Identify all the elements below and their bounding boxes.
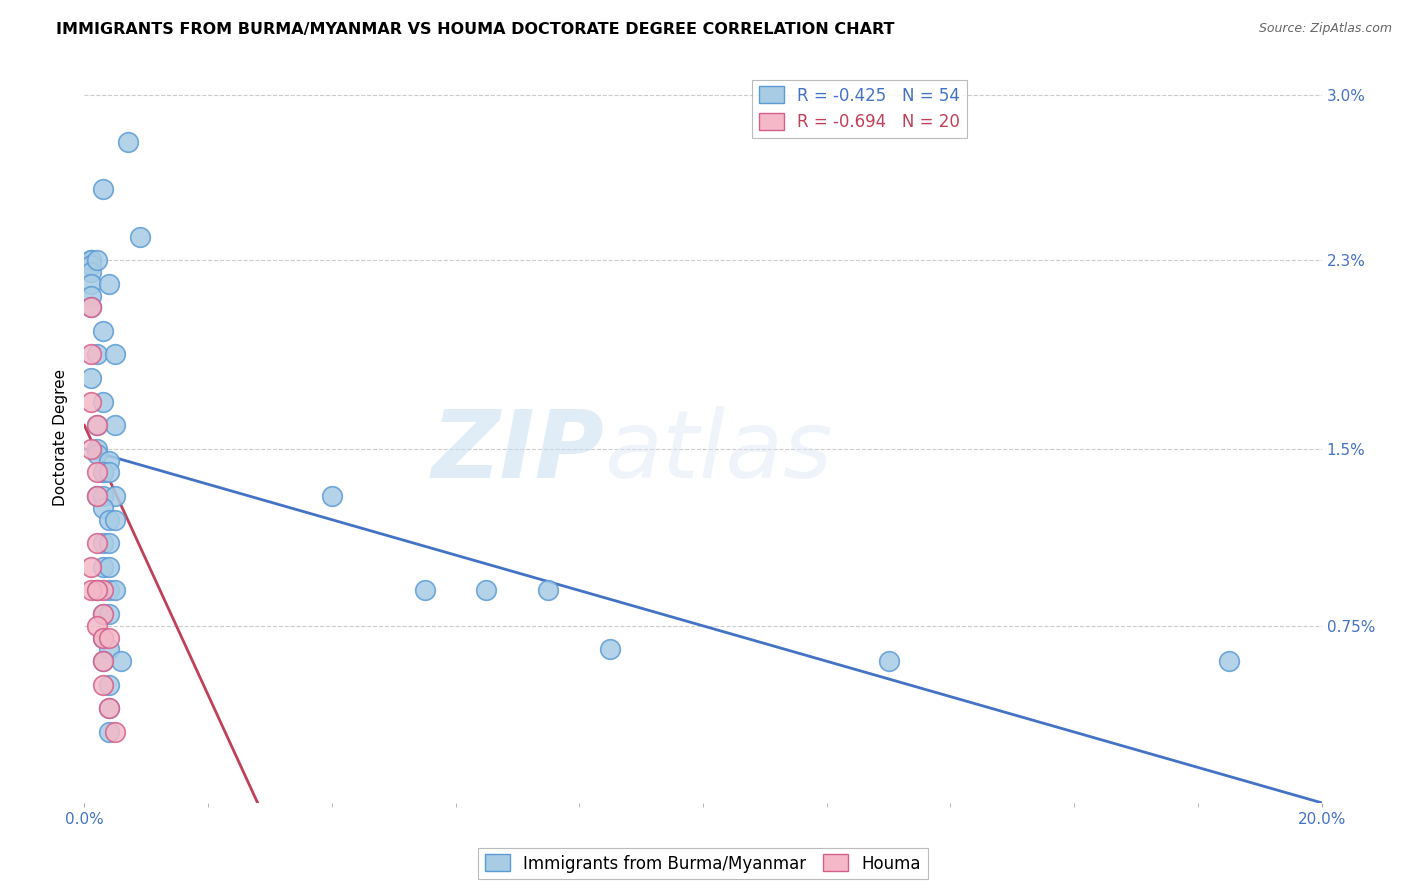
Point (98, 466, 121, 480)
Point (877, 654, 900, 668)
Point (104, 513, 127, 527)
Point (79, 559, 101, 574)
Point (413, 583, 436, 598)
Point (86, 583, 108, 598)
Point (86, 466, 108, 480)
Point (79, 301, 101, 315)
Text: Source: ZipAtlas.com: Source: ZipAtlas.com (1258, 22, 1392, 36)
Point (98, 559, 121, 574)
Point (599, 642, 621, 657)
Point (79, 371, 101, 385)
Point (79, 442, 101, 456)
Point (79, 253, 101, 268)
Point (91, 500, 114, 515)
Point (79, 394, 101, 409)
Point (98, 453, 121, 467)
Point (79, 258, 101, 272)
Point (91, 182, 114, 196)
Point (86, 442, 108, 456)
Point (79, 301, 101, 315)
Point (104, 347, 127, 361)
Point (91, 583, 114, 598)
Point (98, 701, 121, 715)
Point (79, 583, 101, 598)
Point (91, 631, 114, 645)
Point (98, 725, 121, 739)
Point (98, 678, 121, 692)
Point (86, 619, 108, 633)
Point (86, 253, 108, 268)
Point (537, 583, 560, 598)
Point (79, 253, 101, 268)
Legend: R = -0.425   N = 54, R = -0.694   N = 20: R = -0.425 N = 54, R = -0.694 N = 20 (752, 79, 967, 137)
Point (104, 418, 127, 433)
Point (98, 631, 121, 645)
Point (79, 288, 101, 302)
Point (98, 277, 121, 291)
Point (91, 654, 114, 668)
Point (91, 607, 114, 621)
Point (98, 607, 121, 621)
Point (91, 678, 114, 692)
Point (91, 654, 114, 668)
Point (475, 583, 498, 598)
Text: atlas: atlas (605, 406, 832, 497)
Point (79, 277, 101, 291)
Point (91, 466, 114, 480)
Point (98, 513, 121, 527)
Point (91, 559, 114, 574)
Point (91, 324, 114, 338)
Point (91, 489, 114, 503)
Point (91, 536, 114, 550)
Point (86, 347, 108, 361)
Point (104, 725, 127, 739)
Point (91, 466, 114, 480)
Point (86, 418, 108, 433)
Text: ZIP: ZIP (432, 406, 605, 498)
Point (86, 489, 108, 503)
Point (86, 418, 108, 433)
Point (86, 447, 108, 461)
Point (79, 347, 101, 361)
Point (117, 135, 139, 149)
Point (86, 489, 108, 503)
Point (1218, 654, 1240, 668)
Point (104, 583, 127, 598)
Point (98, 701, 121, 715)
Point (321, 489, 343, 503)
Point (91, 607, 114, 621)
Text: IMMIGRANTS FROM BURMA/MYANMAR VS HOUMA DOCTORATE DEGREE CORRELATION CHART: IMMIGRANTS FROM BURMA/MYANMAR VS HOUMA D… (56, 22, 894, 37)
Legend: Immigrants from Burma/Myanmar, Houma: Immigrants from Burma/Myanmar, Houma (478, 847, 928, 880)
Point (129, 229, 152, 244)
Point (79, 265, 101, 279)
Point (86, 536, 108, 550)
Y-axis label: Doctorate Degree: Doctorate Degree (53, 368, 69, 506)
Point (91, 394, 114, 409)
Point (91, 631, 114, 645)
Point (86, 583, 108, 598)
Point (110, 654, 132, 668)
Point (104, 489, 127, 503)
Point (98, 642, 121, 657)
Point (98, 536, 121, 550)
Point (98, 583, 121, 598)
